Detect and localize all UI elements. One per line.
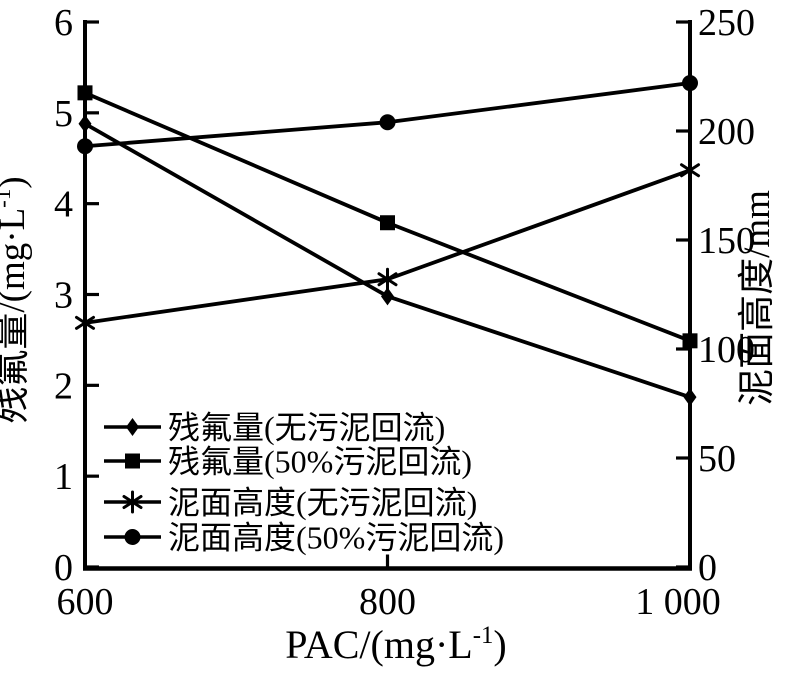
data-point-asterisk [377, 267, 398, 291]
legend: 残氟量(无污泥回流)残氟量(50%污泥回流) 泥面高度(无污泥回流)泥面高度(50… [104, 410, 504, 556]
right-axis-tick-label: 0 [698, 547, 717, 589]
legend-label: 残氟量(无污泥回流) [168, 410, 445, 446]
right-axis-title: 泥面高度/mm [736, 190, 778, 406]
data-point-asterisk [680, 158, 700, 182]
series-asterisk [75, 158, 700, 335]
left-axis-title: 残氟量/(mg·L-1) [0, 176, 33, 423]
legend-item: 残氟量(无污泥回流) [104, 410, 445, 446]
series-line [83, 121, 692, 400]
series-circle [77, 75, 698, 155]
legend-marker-diamond [126, 418, 139, 436]
legend-marker-square [125, 453, 140, 469]
legend-label: 泥面高度(50%污泥回流) [168, 520, 504, 556]
right-axis-tick-label: 250 [698, 2, 755, 44]
right-axis-tick-label: 100 [698, 329, 755, 371]
legend-item: 泥面高度(50%污泥回流) [104, 520, 504, 556]
left-axis-tick-label: 6 [54, 2, 73, 44]
left-axis-tick-label: 4 [54, 184, 73, 226]
legend-label: 泥面高度(无污泥回流) [168, 485, 477, 521]
left-axis-tick-label: 5 [54, 93, 73, 135]
data-point-diamond [381, 287, 394, 306]
data-point-asterisk [75, 311, 95, 335]
right-axis-tick-label: 50 [698, 438, 736, 480]
series-square [77, 85, 698, 349]
data-point-square [682, 333, 698, 349]
data-point-circle [77, 138, 93, 155]
x-axis-tick-label: 600 [57, 581, 114, 623]
legend-label: 残氟量(50%污泥回流) [168, 444, 472, 480]
left-axis-tick-label: 0 [54, 547, 73, 589]
left-axis-tick-label: 3 [54, 274, 73, 316]
legend-item: 残氟量(50%污泥回流) [104, 444, 472, 480]
series-diamond [78, 114, 697, 407]
data-point-square [77, 85, 93, 101]
legend-marker-circle [124, 529, 141, 545]
legend-marker-asterisk [122, 490, 143, 514]
data-point-circle [682, 75, 698, 92]
legend-item: 泥面高度(无污泥回流) [104, 485, 477, 521]
data-point-diamond [683, 388, 697, 407]
x-axis-tick-label: 800 [359, 581, 416, 623]
left-axis-tick-label: 1 [54, 456, 73, 498]
right-axis-tick-label: 200 [698, 111, 755, 153]
data-point-diamond [78, 114, 92, 133]
plot-axes: 0 1 2 3 4 5 6 0 50 100 150 200 250 600 800 1 000 [54, 2, 755, 623]
data-point-circle [379, 114, 396, 131]
x-axis-tick-label: 1 000 [635, 581, 721, 623]
right-axis-tick-label: 150 [698, 220, 755, 262]
left-axis-tick-label: 2 [54, 365, 73, 407]
x-axis-title: PAC/(mg·L-1) [285, 622, 506, 667]
data-point-square [380, 215, 395, 231]
